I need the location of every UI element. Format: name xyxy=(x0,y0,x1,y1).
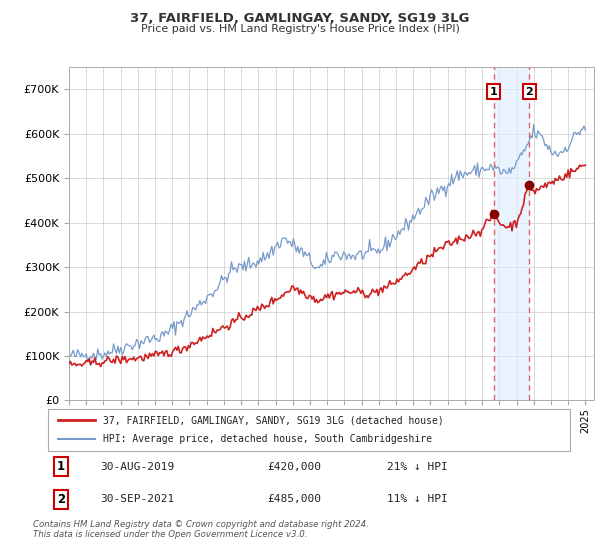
Text: 11% ↓ HPI: 11% ↓ HPI xyxy=(388,494,448,505)
Text: Price paid vs. HM Land Registry's House Price Index (HPI): Price paid vs. HM Land Registry's House … xyxy=(140,24,460,34)
Text: 21% ↓ HPI: 21% ↓ HPI xyxy=(388,461,448,472)
Bar xyxy=(494,67,529,400)
Text: 37, FAIRFIELD, GAMLINGAY, SANDY, SG19 3LG (detached house): 37, FAIRFIELD, GAMLINGAY, SANDY, SG19 3L… xyxy=(103,415,443,425)
Text: 30-AUG-2019: 30-AUG-2019 xyxy=(100,461,175,472)
Text: 2: 2 xyxy=(57,493,65,506)
Text: £485,000: £485,000 xyxy=(267,494,321,505)
Text: Contains HM Land Registry data © Crown copyright and database right 2024.
This d: Contains HM Land Registry data © Crown c… xyxy=(33,520,369,539)
Text: 2: 2 xyxy=(526,87,533,97)
Text: 30-SEP-2021: 30-SEP-2021 xyxy=(100,494,175,505)
Text: 37, FAIRFIELD, GAMLINGAY, SANDY, SG19 3LG: 37, FAIRFIELD, GAMLINGAY, SANDY, SG19 3L… xyxy=(130,12,470,25)
Text: 1: 1 xyxy=(490,87,497,97)
Text: £420,000: £420,000 xyxy=(267,461,321,472)
Text: HPI: Average price, detached house, South Cambridgeshire: HPI: Average price, detached house, Sout… xyxy=(103,435,432,445)
Text: 1: 1 xyxy=(57,460,65,473)
